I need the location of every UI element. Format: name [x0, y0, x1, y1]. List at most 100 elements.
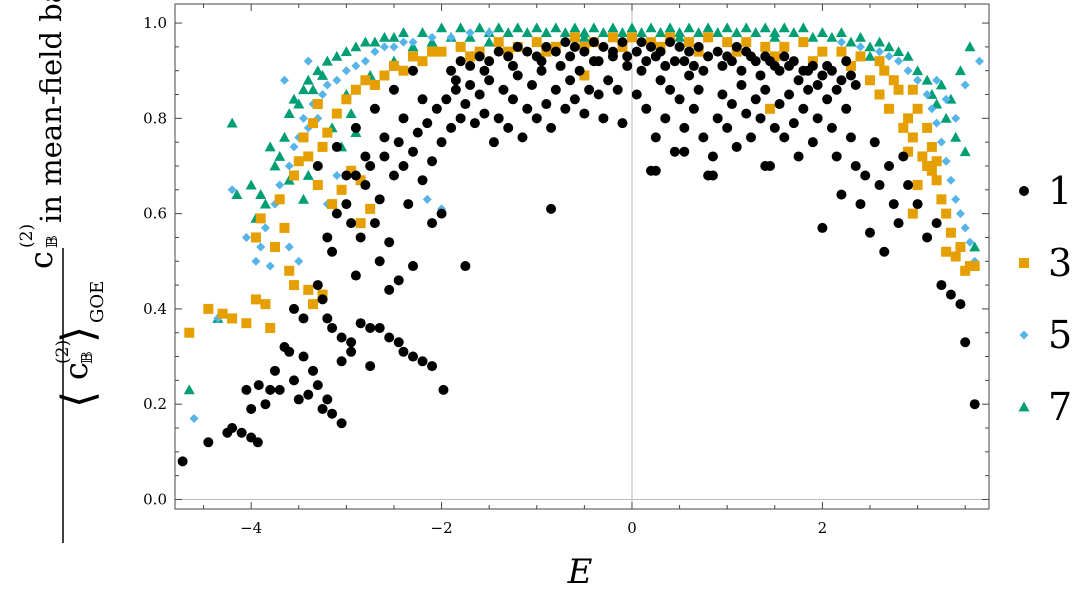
point-series-1 — [498, 84, 509, 95]
point-series-1 — [812, 79, 823, 90]
point-series-3 — [308, 299, 319, 310]
point-series-1 — [674, 94, 685, 105]
point-series-7 — [588, 22, 600, 33]
point-series-1 — [655, 75, 666, 86]
point-series-5 — [303, 56, 313, 66]
point-series-1 — [765, 56, 776, 67]
point-series-3 — [493, 37, 504, 48]
point-series-3 — [945, 227, 956, 238]
point-series-1 — [622, 51, 633, 62]
point-series-1 — [922, 232, 933, 243]
point-series-3 — [903, 146, 914, 157]
point-series-1 — [460, 99, 471, 110]
point-series-3 — [855, 51, 866, 62]
point-series-3 — [293, 156, 304, 167]
point-series-7 — [674, 31, 686, 42]
point-series-5 — [398, 37, 408, 47]
point-series-1 — [446, 65, 457, 76]
point-series-5 — [360, 56, 370, 66]
point-series-1 — [203, 437, 214, 448]
point-series-3 — [941, 246, 952, 257]
y-label-denominator: c — [57, 362, 95, 380]
point-series-1 — [893, 218, 904, 229]
point-series-1 — [479, 108, 490, 119]
point-series-7 — [550, 22, 562, 33]
point-series-7 — [883, 41, 895, 52]
point-series-3 — [250, 232, 261, 243]
axis-ticks — [175, 4, 989, 509]
point-series-1 — [850, 160, 861, 171]
point-series-3 — [817, 46, 828, 57]
point-series-1 — [431, 103, 442, 114]
point-series-3 — [931, 156, 942, 167]
point-series-1 — [660, 60, 671, 71]
point-series-3 — [308, 118, 319, 129]
point-series-1 — [641, 56, 652, 67]
point-series-5 — [379, 42, 389, 52]
point-series-1 — [660, 113, 671, 124]
point-series-3 — [941, 208, 952, 219]
point-series-5 — [951, 113, 961, 123]
point-series-1 — [493, 113, 504, 124]
point-series-3 — [279, 222, 290, 233]
point-series-5 — [408, 37, 418, 47]
point-series-7 — [255, 189, 267, 199]
series-5-points — [189, 28, 984, 423]
point-series-1 — [308, 365, 319, 376]
point-series-7 — [350, 41, 362, 52]
point-series-7 — [935, 79, 947, 90]
point-series-1 — [465, 60, 476, 71]
point-series-5 — [265, 261, 275, 271]
point-series-3 — [289, 170, 300, 181]
point-series-1 — [379, 151, 390, 162]
point-series-1 — [177, 456, 188, 467]
point-series-1 — [374, 322, 385, 333]
point-series-5 — [332, 75, 342, 85]
point-series-5 — [422, 194, 432, 204]
point-series-3 — [884, 103, 895, 114]
point-series-1 — [398, 346, 409, 357]
point-series-1 — [484, 75, 495, 86]
point-series-3 — [765, 103, 776, 114]
point-series-5 — [427, 32, 437, 42]
point-series-5 — [251, 256, 261, 266]
point-series-1 — [246, 403, 257, 414]
point-series-1 — [408, 146, 419, 157]
point-series-1 — [817, 222, 828, 233]
point-series-1 — [707, 170, 718, 181]
point-series-3 — [907, 132, 918, 143]
point-series-7 — [259, 198, 271, 209]
point-series-1 — [312, 160, 323, 171]
point-series-1 — [593, 56, 604, 67]
point-series-7 — [902, 50, 914, 61]
point-series-3 — [922, 160, 933, 171]
point-series-1 — [769, 122, 780, 133]
point-series-1 — [289, 375, 300, 386]
plot-frame — [174, 3, 990, 510]
y-label-denominator-subscript: GOE — [87, 281, 108, 323]
point-series-1 — [726, 56, 737, 67]
point-series-1 — [293, 394, 304, 405]
point-series-5 — [927, 104, 937, 114]
point-series-3 — [907, 84, 918, 95]
point-series-3 — [203, 303, 214, 314]
point-series-1 — [679, 122, 690, 133]
point-series-1 — [722, 122, 733, 133]
point-series-3 — [722, 37, 733, 48]
point-series-1 — [384, 284, 395, 295]
point-series-5 — [465, 28, 475, 38]
point-series-1 — [360, 180, 371, 191]
point-series-3 — [955, 241, 966, 252]
point-series-7 — [436, 22, 448, 33]
point-series-1 — [593, 89, 604, 100]
point-series-1 — [698, 132, 709, 143]
point-series-7 — [835, 27, 847, 37]
point-series-1 — [336, 332, 347, 343]
legend-label-7: 7 — [1048, 385, 1072, 429]
point-series-1 — [422, 118, 433, 129]
point-series-5 — [974, 56, 984, 66]
point-series-1 — [579, 46, 590, 57]
point-series-3 — [217, 308, 228, 319]
point-series-1 — [284, 346, 295, 357]
point-series-7 — [950, 131, 962, 142]
